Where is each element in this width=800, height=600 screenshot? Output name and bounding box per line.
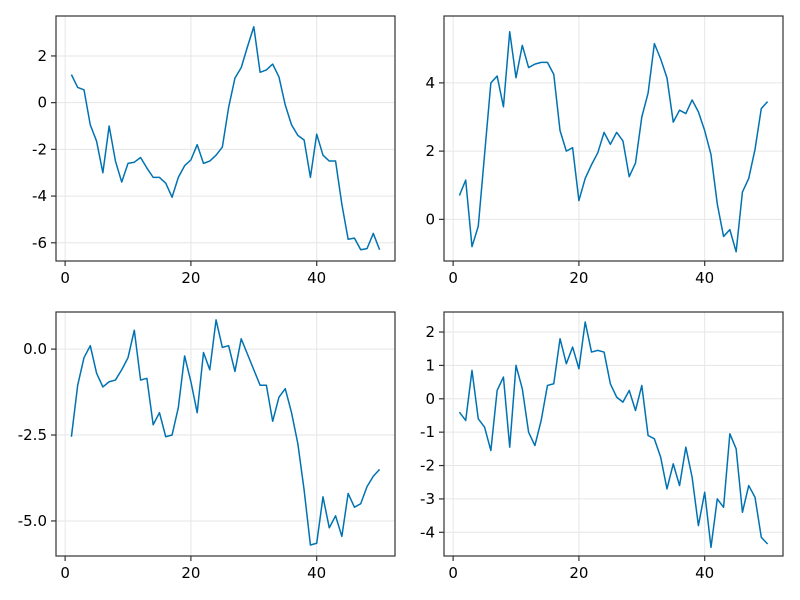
y-tick-label: -3: [420, 490, 435, 508]
x-tick-label: 20: [569, 564, 588, 582]
y-tick-label: -4: [32, 187, 47, 205]
x-tick-label: 40: [307, 564, 326, 582]
y-tick-label: 2: [37, 47, 47, 65]
y-tick-label: 0: [37, 94, 47, 112]
y-tick-label: -2: [420, 457, 435, 475]
series-line: [458, 321, 769, 549]
y-tick-label: -1: [420, 423, 435, 441]
x-tick-label: 20: [181, 269, 200, 287]
y-tick-label: -2.5: [18, 426, 47, 444]
y-tick-label: 1: [425, 356, 435, 374]
axes-frame: [55, 311, 396, 557]
series-line: [70, 319, 381, 546]
chart-panel-3: 0 20 40 0.0 -2.5 -5.0: [18, 311, 396, 582]
y-tick-label: 0: [425, 390, 435, 408]
x-tick-label: 40: [307, 269, 326, 287]
x-tick-label: 0: [448, 564, 458, 582]
y-tick-label: 4: [425, 74, 435, 92]
x-tick-label: 0: [448, 269, 458, 287]
y-tick-label: 2: [425, 323, 435, 341]
y-tick-label: 0.0: [23, 340, 47, 358]
axes-frame: [55, 15, 396, 262]
series-line: [70, 25, 381, 251]
series-line: [458, 30, 769, 253]
x-tick-label: 20: [569, 269, 588, 287]
y-tick-label: -4: [420, 523, 435, 541]
y-tick-label: -2: [32, 140, 47, 158]
x-tick-label: 40: [695, 269, 714, 287]
x-tick-label: 20: [181, 564, 200, 582]
x-tick-label: 40: [695, 564, 714, 582]
y-tick-label: 2: [425, 142, 435, 160]
x-tick-label: 0: [60, 564, 70, 582]
axes-frame: [443, 15, 784, 262]
axes-frame: [443, 311, 784, 557]
chart-panel-4: 0 20 40 2 1 0 -1 -2 -3 -4: [420, 311, 784, 582]
y-tick-label: -5.0: [18, 512, 47, 530]
y-tick-label: 0: [425, 210, 435, 228]
y-tick-label: -6: [32, 234, 47, 252]
x-tick-label: 0: [60, 269, 70, 287]
